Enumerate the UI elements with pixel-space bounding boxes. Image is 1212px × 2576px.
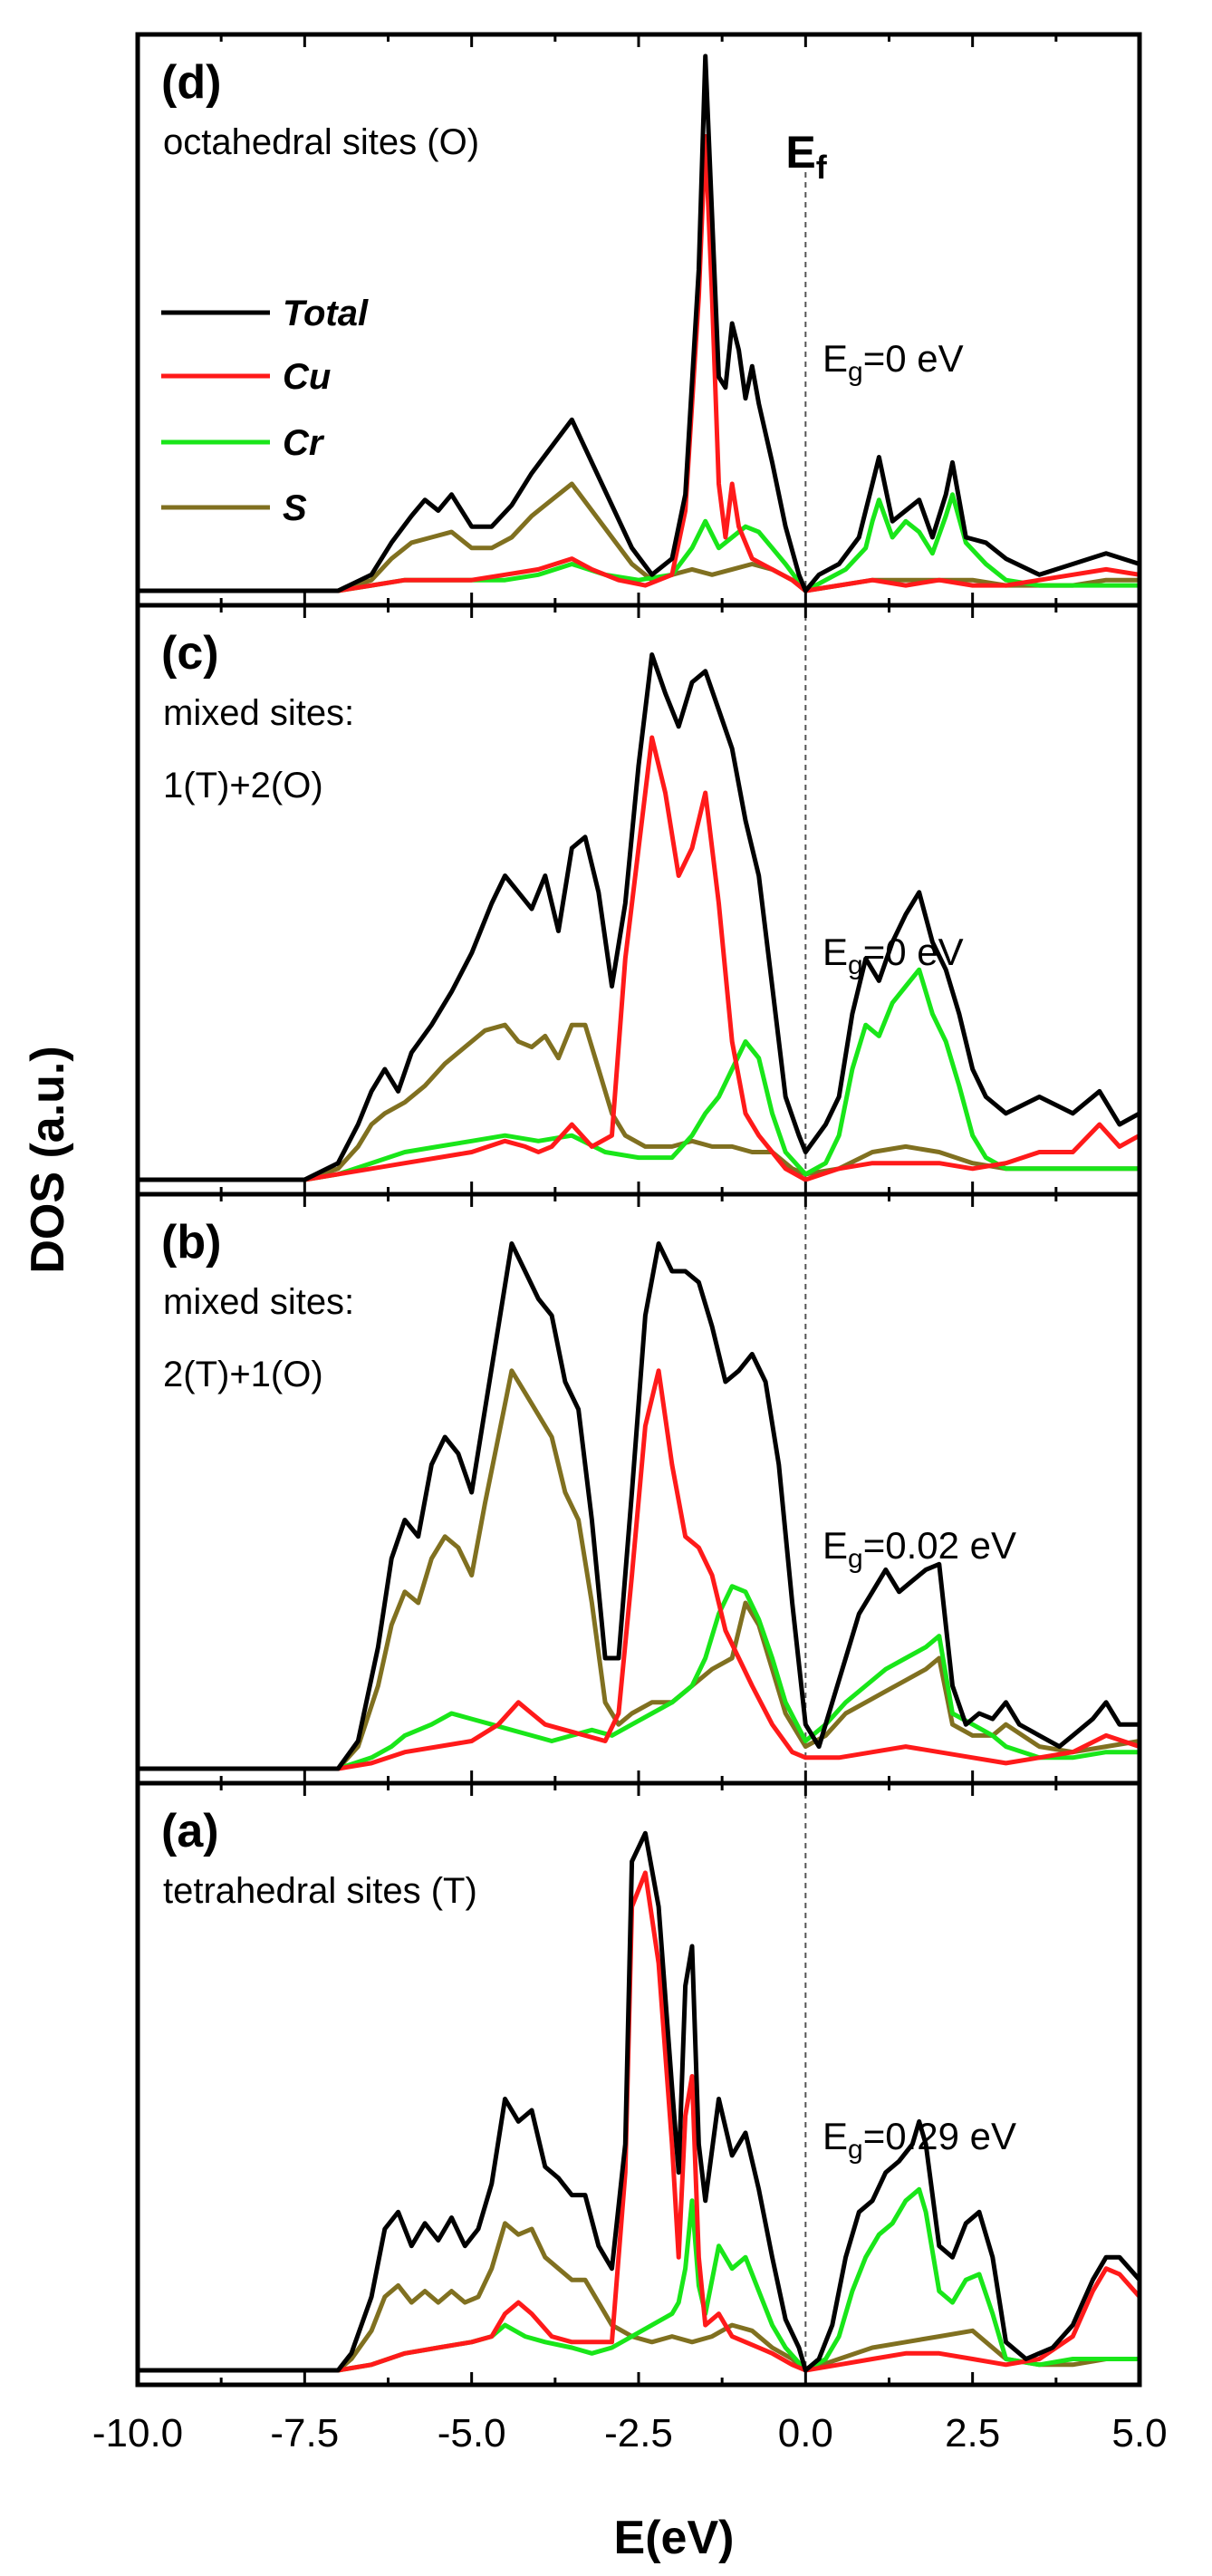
panel-a: (a) tetrahedral sites (T) Eg=0.29 eV	[135, 1780, 1142, 2388]
x-tick-label: -2.5	[604, 2411, 673, 2455]
eg-value: =0 eV	[863, 931, 964, 973]
y-axis-label: DOS (a.u.)	[22, 1046, 74, 1273]
eg-subscript: g	[848, 2135, 863, 2165]
eg-value: =0 eV	[863, 337, 964, 380]
panel-b: (b) mixed sites: 2(T)+1(O) Eg=0.02 eV	[135, 1192, 1142, 1786]
legend-label-total: Total	[283, 294, 369, 333]
series-line-s	[138, 2221, 1140, 2373]
panel-description: tetrahedral sites (T)	[163, 1871, 477, 1911]
x-axis-label: E(eV)	[614, 2512, 735, 2564]
x-tick-label: 2.5	[945, 2411, 1000, 2455]
eg-symbol: E	[822, 1524, 848, 1567]
fermi-subscript: f	[816, 149, 828, 186]
panel-description: mixed sites:	[163, 1282, 354, 1322]
legend-label-s: S	[283, 488, 307, 528]
x-tick-label: -10.0	[92, 2411, 183, 2455]
band-gap-label: Eg=0 eV	[822, 337, 964, 387]
panel-letter: (b)	[161, 1216, 221, 1269]
x-tick-label: -7.5	[270, 2411, 339, 2455]
eg-subscript: g	[848, 1544, 863, 1574]
series-line-cr	[138, 967, 1140, 1182]
panel-description: 1(T)+2(O)	[163, 766, 323, 806]
fermi-symbol: E	[785, 127, 815, 178]
series-line-s	[138, 1022, 1140, 1182]
band-gap-label: Eg=0.29 eV	[822, 2115, 1016, 2165]
series-line-cu	[138, 735, 1141, 1182]
eg-symbol: E	[822, 931, 848, 973]
legend-label-cr: Cr	[283, 423, 325, 463]
eg-subscript: g	[848, 357, 863, 387]
series-line-s	[138, 1368, 1140, 1771]
x-tick-label: 5.0	[1111, 2411, 1167, 2455]
eg-symbol: E	[822, 2115, 848, 2157]
fermi-level-label: Ef	[785, 127, 827, 186]
x-tick-label: 0.0	[778, 2411, 833, 2455]
series-line-total	[138, 1830, 1141, 2373]
band-gap-label: Eg=0.02 eV	[822, 1524, 1016, 1574]
panel-c: (c) mixed sites: 1(T)+2(O) Eg=0 eV	[135, 603, 1142, 1197]
series-line-total	[138, 1241, 1140, 1771]
panel-description: octahedral sites (O)	[163, 122, 479, 162]
band-gap-label: Eg=0 eV	[822, 931, 964, 980]
panel-description: mixed sites:	[163, 693, 354, 733]
series-line-cr	[138, 2186, 1140, 2373]
eg-value: =0.29 eV	[863, 2115, 1016, 2157]
series-line-cu	[138, 134, 1140, 593]
panel-letter: (d)	[161, 56, 221, 109]
eg-value: =0.02 eV	[863, 1524, 1016, 1567]
panel-description: 2(T)+1(O)	[163, 1355, 323, 1394]
x-tick-label: -5.0	[438, 2411, 506, 2455]
eg-subscript: g	[848, 950, 863, 980]
legend-label-cu: Cu	[283, 357, 331, 397]
series-line-total	[138, 53, 1140, 593]
panel-d: (d) octahedral sites (O) Eg=0 eV	[135, 32, 1142, 608]
panels-group: (d)octahedral sites (O)Eg=0 eV(c)mixed s…	[92, 32, 1168, 2455]
panel-letter: (c)	[161, 627, 219, 680]
series-line-cu	[138, 1368, 1140, 1771]
series-line-cr	[138, 1584, 1140, 1771]
series-line-total	[138, 652, 1141, 1182]
series-line-cu	[138, 1870, 1141, 2373]
eg-symbol: E	[822, 337, 848, 380]
panel-letter: (a)	[161, 1805, 219, 1857]
series-line-cr	[138, 492, 1140, 593]
